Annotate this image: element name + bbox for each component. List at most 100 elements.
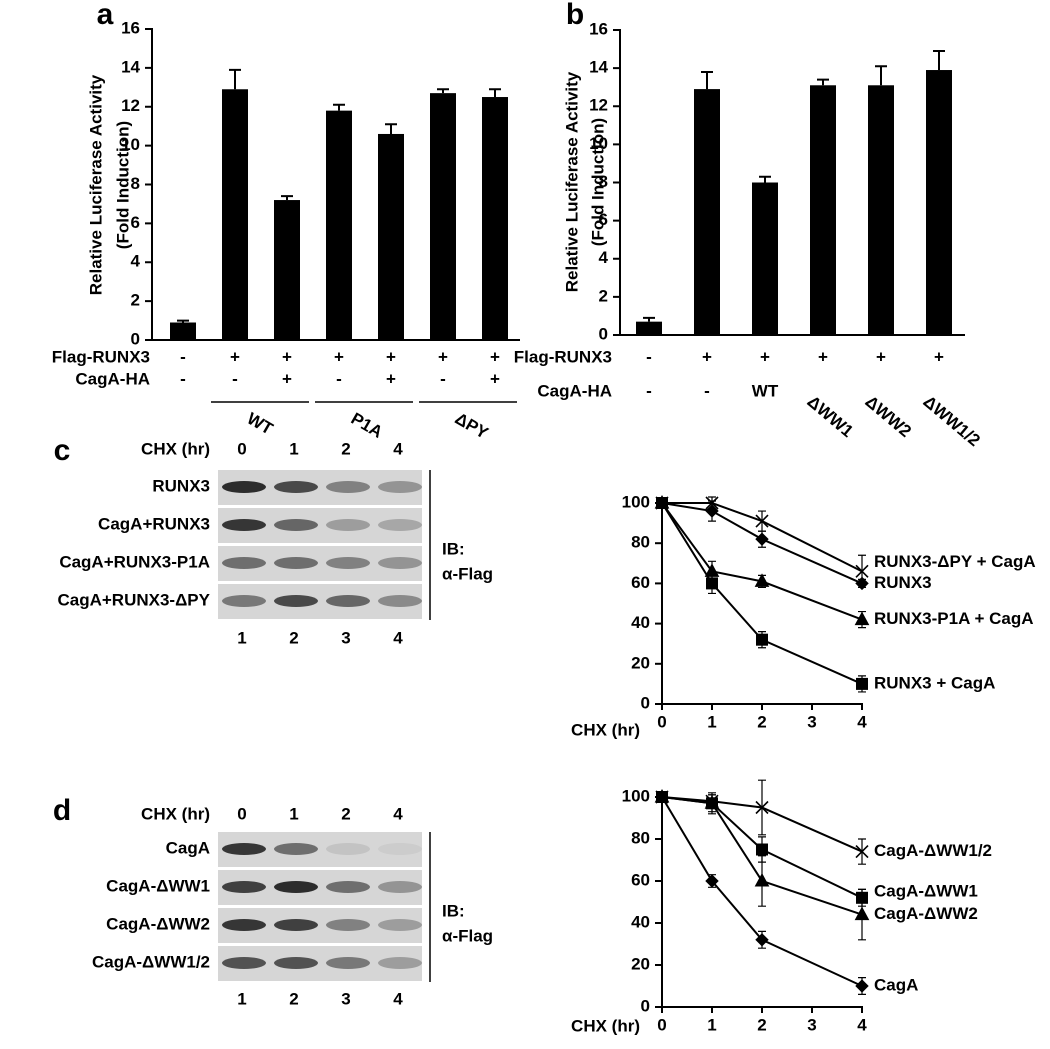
condition-value: ΔWW1/2 (920, 392, 984, 450)
series-line (661, 502, 863, 685)
blot-band (326, 519, 370, 531)
blot-band (378, 919, 422, 931)
series-line (661, 502, 863, 621)
lane-number: 1 (237, 989, 246, 1008)
y-tick-label: 16 (589, 19, 608, 38)
condition-value: + (818, 347, 828, 366)
x-tick-label: 3 (807, 1015, 816, 1034)
lane-number: 4 (393, 628, 403, 647)
row-label: CagA-ΔWW2 (106, 914, 210, 933)
time-value: 1 (289, 439, 298, 458)
bar (170, 322, 196, 340)
time-value: 4 (393, 439, 403, 458)
x-tick-label: 0 (657, 712, 666, 731)
blot-band (326, 843, 370, 855)
row-label: RUNX3 (152, 476, 210, 495)
condition-value: - (440, 369, 446, 388)
blot-band (274, 595, 318, 607)
blot-band (222, 881, 266, 893)
lane-number: 2 (289, 989, 298, 1008)
marker (756, 633, 768, 646)
antibody-label: α-Flag (442, 564, 493, 583)
row-label: CagA (166, 838, 210, 857)
series-line (661, 502, 863, 585)
marker (756, 843, 768, 856)
condition-name: Flag-RUNX3 (514, 347, 612, 366)
blot-band (378, 881, 422, 893)
bar (868, 85, 894, 335)
blot-band (274, 881, 318, 893)
error-bar (643, 316, 655, 322)
condition-value: + (934, 347, 944, 366)
error-bar (333, 103, 345, 111)
bar (926, 70, 952, 335)
condition-value: + (334, 347, 344, 366)
y-tick-label: 80 (631, 533, 650, 552)
time-value: 4 (393, 804, 403, 823)
condition-value: ΔWW1 (804, 392, 857, 441)
lane-number: 1 (237, 628, 246, 647)
marker (754, 872, 770, 887)
bar (326, 110, 352, 340)
marker (755, 514, 769, 528)
y-tick-label: 6 (131, 213, 140, 232)
marker (854, 906, 870, 921)
y-tick-label: 14 (589, 58, 608, 77)
ib-label: IB: (442, 539, 465, 558)
blot-band (222, 557, 266, 569)
series-label: RUNX3 + CagA (874, 673, 995, 692)
condition-value: + (282, 347, 292, 366)
marker (755, 933, 769, 947)
blot-band (222, 519, 266, 531)
error-bar (177, 319, 189, 323)
condition-value: + (760, 347, 770, 366)
panel-letter: d (53, 794, 71, 827)
series-line (661, 796, 863, 987)
x-tick-label: 3 (807, 712, 816, 731)
blot-band (274, 557, 318, 569)
bar (430, 93, 456, 340)
condition-value: + (438, 347, 448, 366)
error-bar (281, 195, 293, 201)
marker (704, 795, 720, 809)
error-bar (759, 175, 771, 183)
row-label: CagA+RUNX3-ΔPY (57, 590, 210, 609)
marker (656, 497, 668, 509)
bar (378, 133, 404, 340)
y-tick-label: 40 (631, 613, 650, 632)
series-label: RUNX3-ΔPY + CagA (874, 552, 1036, 571)
blot-band (222, 843, 266, 855)
y-tick-label: 0 (599, 324, 608, 343)
row-label: CagA+RUNX3 (98, 514, 210, 533)
y-tick-label: 40 (631, 912, 650, 931)
time-value: 0 (237, 439, 246, 458)
condition-value: + (230, 347, 240, 366)
condition-name: CagA-HA (537, 381, 612, 400)
y-tick-label: 14 (121, 57, 140, 76)
row-label: CagA-ΔWW1 (106, 876, 210, 895)
condition-value: + (490, 347, 500, 366)
blot-band (326, 957, 370, 969)
blot-band (222, 957, 266, 969)
time-label: CHX (hr) (141, 804, 210, 823)
y-axis-label: Relative Luciferase Activity (562, 71, 581, 292)
time-value: 1 (289, 804, 298, 823)
marker (855, 845, 869, 859)
marker (855, 979, 869, 993)
condition-value: - (336, 369, 342, 388)
row-label: CagA+RUNX3-P1A (59, 552, 210, 571)
bar (694, 89, 720, 335)
y-tick-label: 0 (641, 996, 650, 1015)
series-label: RUNX3-P1A + CagA (874, 609, 1034, 628)
series-line (661, 796, 863, 853)
error-bar (701, 70, 713, 90)
series-line (661, 796, 863, 916)
blot-band (326, 595, 370, 607)
time-value: 0 (237, 804, 246, 823)
y-tick-label: 10 (121, 135, 140, 154)
marker (755, 532, 769, 546)
blot-band (378, 957, 422, 969)
marker (706, 577, 718, 590)
group-label: WT (244, 409, 277, 439)
